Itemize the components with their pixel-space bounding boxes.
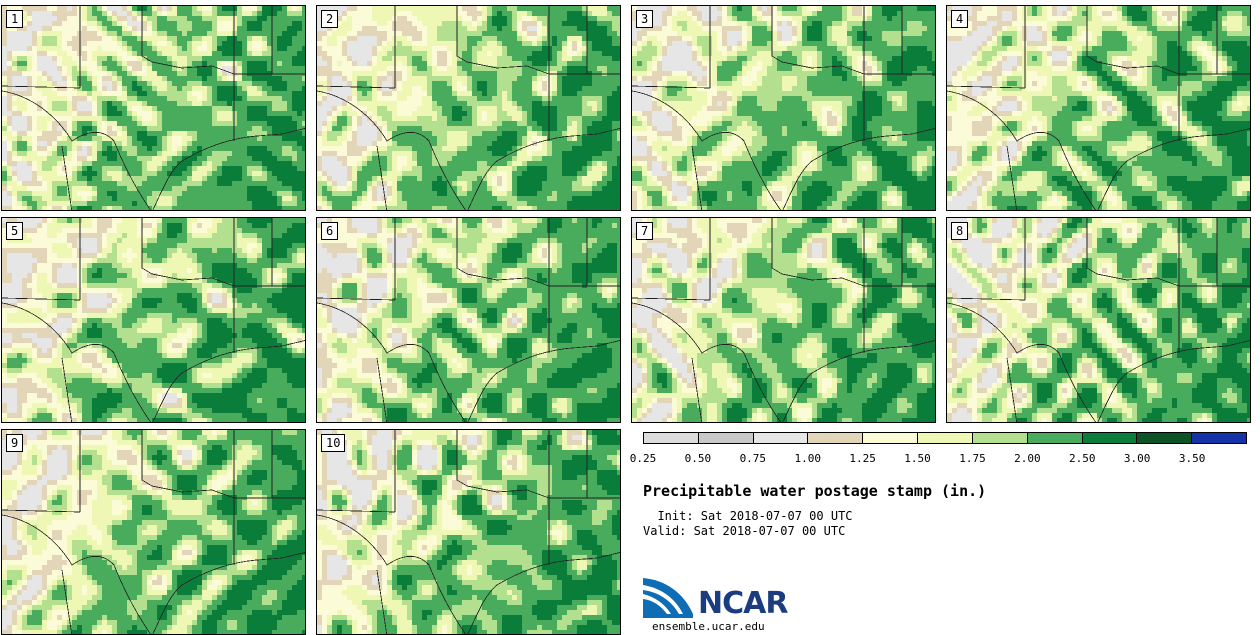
colorbar-tick-label: 1.00 (794, 452, 821, 465)
postage-stamp-map[interactable]: 4 (946, 5, 1251, 211)
postage-stamp-map[interactable]: 1 (1, 5, 306, 211)
site-url[interactable]: ensemble.ucar.edu (652, 620, 765, 633)
colorbar-tick-label: 1.50 (904, 452, 931, 465)
colorbar-segment (1027, 433, 1083, 443)
member-number-label: 6 (321, 222, 339, 240)
valid-time: Valid: Sat 2018-07-07 00 UTC (643, 524, 846, 538)
member-number-label: 4 (951, 10, 969, 28)
precipitable-water-map (317, 430, 620, 634)
precipitable-water-map (2, 6, 305, 210)
colorbar-tick-label: 1.25 (849, 452, 876, 465)
init-time: Init: Sat 2018-07-07 00 UTC (643, 509, 853, 523)
precipitable-water-map (2, 430, 305, 634)
postage-stamp-map[interactable]: 9 (1, 429, 306, 635)
colorbar-segment (644, 433, 699, 443)
colorbar-segment (808, 433, 864, 443)
ncar-logo-text: NCAR (698, 586, 788, 621)
plot-title: Precipitable water postage stamp (in.) (643, 482, 987, 500)
postage-stamp-map[interactable]: 5 (1, 217, 306, 423)
precipitable-water-map (2, 218, 305, 422)
colorbar-segment (1137, 433, 1193, 443)
colorbar-segment (1082, 433, 1138, 443)
colorbar-tick-label: 2.00 (1014, 452, 1041, 465)
member-number-label: 2 (321, 10, 339, 28)
precipitable-water-map (632, 6, 935, 210)
postage-stamp-map[interactable]: 10 (316, 429, 621, 635)
colorbar-tick-label: 1.75 (959, 452, 986, 465)
precipitable-water-map (947, 218, 1250, 422)
member-number-label: 1 (6, 10, 24, 28)
colorbar-tick-label: 3.50 (1178, 452, 1206, 465)
colorbar-segment (753, 433, 809, 443)
member-number-label: 8 (951, 222, 969, 240)
colorbar-tick-label: 0.25 (629, 452, 657, 465)
colorbar-tick-label: 0.50 (684, 452, 712, 465)
postage-stamp-map[interactable]: 2 (316, 5, 621, 211)
postage-stamp-map[interactable]: 3 (631, 5, 936, 211)
postage-stamp-map[interactable]: 6 (316, 217, 621, 423)
member-number-label: 9 (6, 434, 24, 452)
colorbar-tick-label: 0.75 (739, 452, 767, 465)
colorbar-tick-label: 2.50 (1069, 452, 1096, 465)
colorbar-tick-label: 3.00 (1123, 452, 1151, 465)
precipitable-water-colorbar (643, 432, 1247, 444)
precipitable-water-map (632, 218, 935, 422)
precipitable-water-map (317, 6, 620, 210)
colorbar-segment (863, 433, 919, 443)
member-number-label: 3 (636, 10, 654, 28)
precipitable-water-map (317, 218, 620, 422)
colorbar-segment (1192, 433, 1246, 443)
member-number-label: 10 (321, 434, 346, 452)
colorbar-segment (972, 433, 1028, 443)
member-number-label: 5 (6, 222, 24, 240)
postage-stamp-map[interactable]: 7 (631, 217, 936, 423)
precipitable-water-map (947, 6, 1250, 210)
colorbar-segment (918, 433, 973, 443)
member-number-label: 7 (636, 222, 654, 240)
postage-stamp-map[interactable]: 8 (946, 217, 1251, 423)
colorbar-segment (698, 433, 754, 443)
ncar-logo-icon (643, 578, 693, 618)
